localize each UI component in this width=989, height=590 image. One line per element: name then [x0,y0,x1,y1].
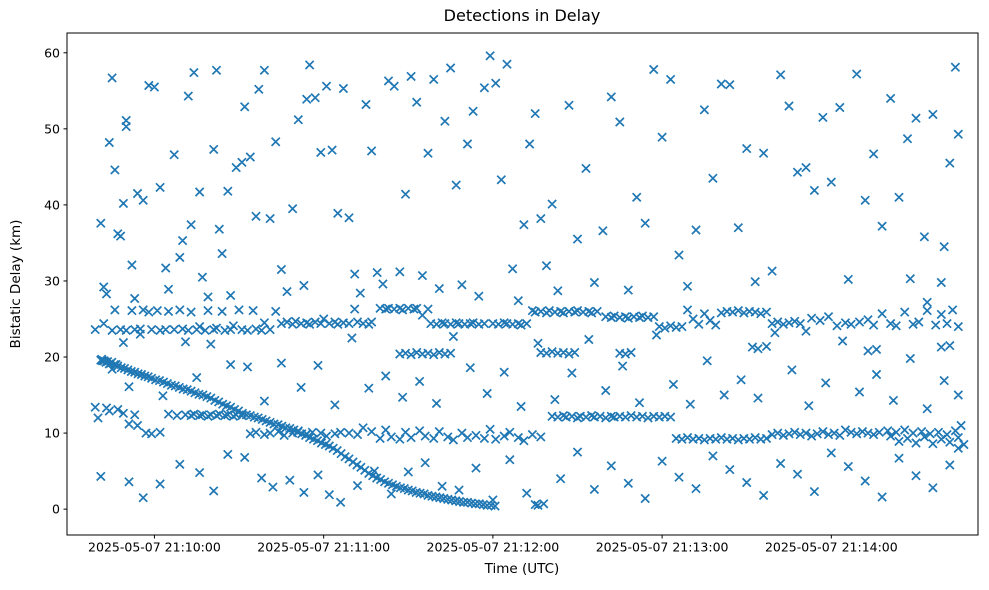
x-axis-label: Time (UTC) [484,561,560,577]
y-tick-label: 60 [44,45,60,60]
y-axis-label: Bistatic Delay (km) [8,219,24,349]
x-tick-label: 2025-05-07 21:14:00 [765,540,898,555]
x-tick-label: 2025-05-07 21:13:00 [596,540,729,555]
x-axis-ticks: 2025-05-07 21:10:00 2025-05-07 21:11:00 20… [88,535,898,555]
y-tick-label: 20 [44,350,60,365]
y-tick-label: 40 [44,197,60,212]
y-tick-label: 0 [52,502,60,517]
y-tick-label: 30 [44,273,60,288]
y-tick-label: 50 [44,121,60,136]
chart-title: Detections in Delay [443,6,601,25]
scatter-points [90,51,969,511]
y-tick-label: 10 [44,426,60,441]
y-axis-ticks: 0 10 20 30 40 50 60 [44,45,67,517]
axes-frame [66,32,979,536]
x-tick-label: 2025-05-07 21:10:00 [88,540,221,555]
x-tick-label: 2025-05-07 21:12:00 [427,540,560,555]
x-tick-label: 2025-05-07 21:11:00 [257,540,390,555]
